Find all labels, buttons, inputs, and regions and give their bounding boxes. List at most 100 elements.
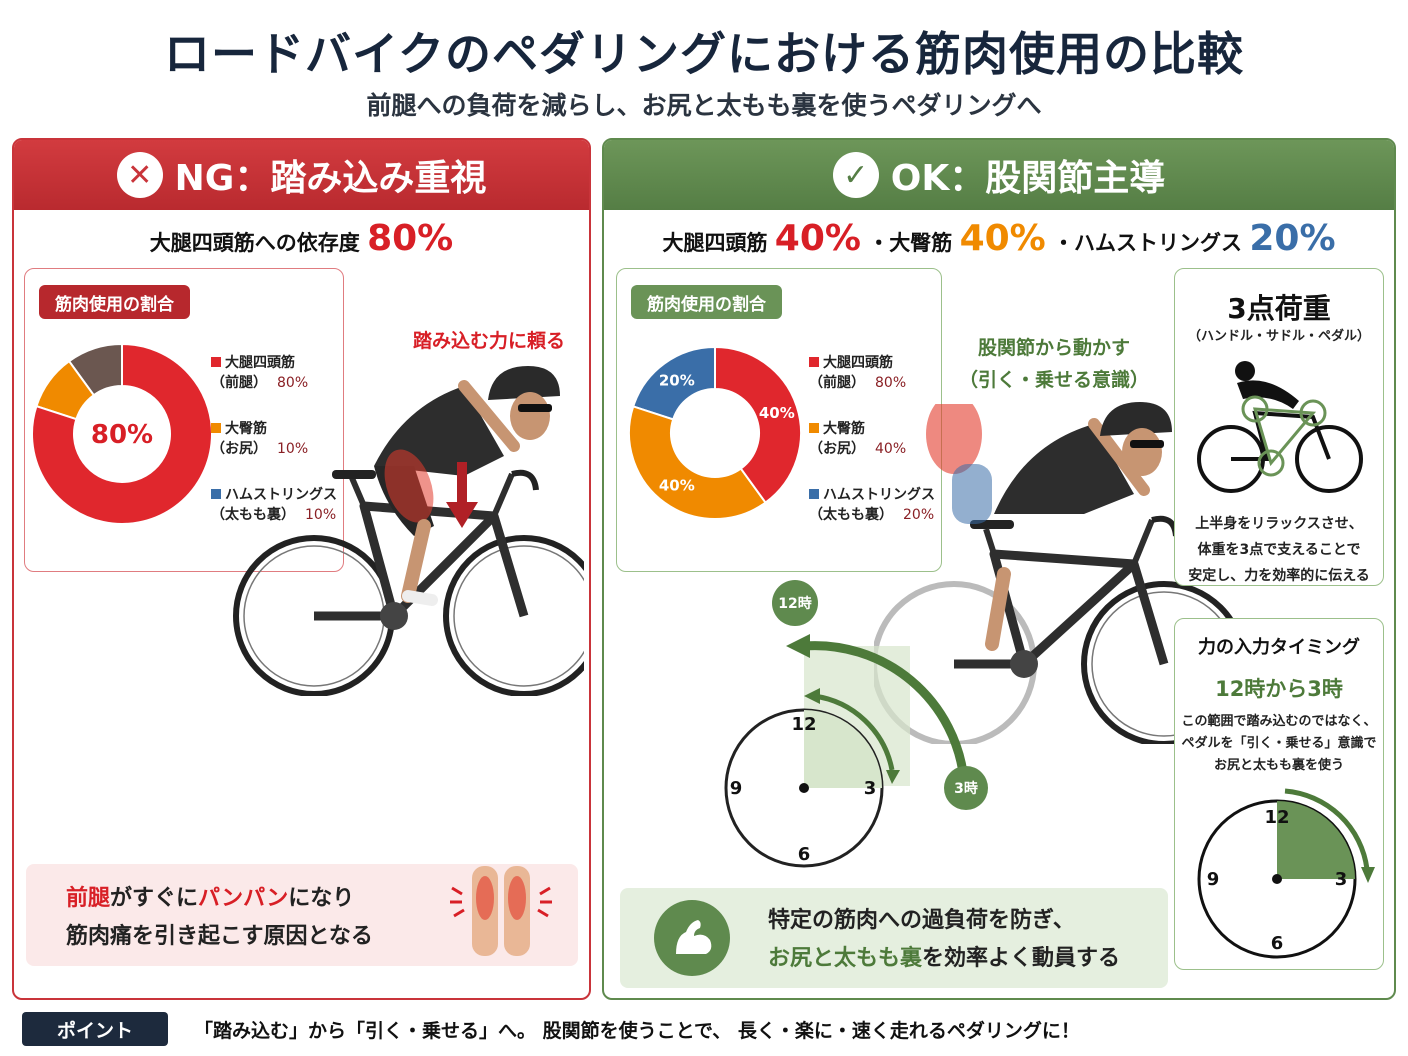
ok-dependency: 大腿四頭筋 40% ・大臀筋 40% ・ハムストリングス 20%: [604, 218, 1394, 259]
ok-dep-c-label: ・ハムストリングス: [1053, 231, 1243, 255]
timing-desc2: ペダルを「引く・乗せる」意識で: [1181, 736, 1377, 751]
legend-value: 80%: [277, 375, 309, 391]
ng-legend: 大腿四頭筋 （前腿） 80% 大臀筋 （お尻） 10% ハムストリングス （太もも裏…: [211, 353, 341, 551]
ok-pedal-clock: 12 3 6 9: [724, 634, 976, 868]
legend-swatch: [211, 423, 221, 433]
clock-num-3: 3: [864, 778, 877, 799]
legend-swatch: [809, 423, 819, 433]
legend-name: 大腿四頭筋: [823, 355, 893, 371]
legend-name: ハムストリングス: [225, 487, 337, 503]
ok-dep-a-label: 大腿四頭筋: [662, 231, 768, 255]
three-point-desc: 上半身をリラックスさせ、 体重を3点で支えることで 安定し、力を効率的に伝える: [1175, 511, 1383, 589]
clock-num-6: 6: [798, 844, 811, 865]
ng-annotation: 踏み込む力に頼る: [412, 330, 565, 352]
timing-range: 12時から3時: [1215, 677, 1343, 701]
legend-name: 大臀筋: [225, 421, 267, 437]
timing-card: 力の入力タイミング 12時から3時 この範囲で踏み込むのではなく、 ペダルを「引…: [1174, 618, 1384, 970]
ok-dep-b-value: 40%: [959, 218, 1046, 259]
three-point-desc2: 体重を3点で支えることで: [1197, 542, 1361, 558]
three-point-desc3: 安定し、力を効率的に伝える: [1188, 568, 1370, 584]
ng-dependency-label: 大腿四頭筋への依存度: [149, 231, 360, 255]
cross-icon: ✕: [116, 152, 163, 198]
ng-text-b: になり: [288, 886, 355, 911]
legend-sub: （お尻）: [809, 441, 865, 457]
legend-value: 80%: [875, 375, 907, 391]
timing-title: 力の入力タイミング: [1198, 637, 1360, 658]
ok-bottom-text: 特定の筋肉への過負荷を防ぎ、 お尻と太もも裏を効率よく動員する: [768, 902, 1120, 978]
ok-legend: 大腿四頭筋 （前腿） 80% 大臀筋 （お尻） 40% ハムストリングス （太もも裏…: [809, 353, 939, 551]
timing-num-12: 12: [1264, 807, 1289, 828]
sore-legs-icon: [450, 866, 552, 956]
ng-pie-center-label: 80%: [91, 420, 153, 450]
three-point-card: 3点荷重 （ハンドル・サドル・ペダル） 上半身をリラックスさせ、 体重を3点で支…: [1174, 268, 1384, 586]
timing-num-3: 3: [1335, 869, 1348, 890]
ng-pie-title: 筋肉使用の割合: [39, 285, 190, 319]
legend-value: 20%: [903, 507, 935, 523]
ok-dep-c-value: 20%: [1249, 218, 1336, 259]
three-point-desc1: 上半身をリラックスさせ、: [1195, 516, 1363, 532]
ng-header: ✕ NG：踏み込み重視: [14, 140, 589, 210]
ok-legend-item: 大腿四頭筋 （前腿） 80%: [809, 353, 939, 393]
ng-legend-item: ハムストリングス （太もも裏） 10%: [211, 485, 341, 525]
ng-legend-item: 大腿四頭筋 （前腿） 80%: [211, 353, 341, 393]
legend-sub: （前腿）: [809, 375, 865, 391]
ok-pie-card: 筋肉使用の割合 40% 40% 20% 大腿四頭筋 （前腿） 80% 大臀筋 （お尻）…: [616, 268, 942, 572]
ok-header-label: OK：股関節主導: [890, 158, 1166, 199]
ng-bottom-note: 前腿がすぐにパンパンになり 筋肉痛を引き起こす原因となる: [26, 864, 578, 966]
ok-annotation-line1: 股関節から動かす: [977, 337, 1130, 359]
pie-slice: [628, 405, 767, 520]
page-title: ロードバイクのペダリングにおける筋肉使用の比較: [163, 27, 1245, 81]
legend-name: 大腿四頭筋: [225, 355, 295, 371]
ng-text-a: がすぐに: [110, 886, 199, 911]
three-point-sub: （ハンドル・サドル・ペダル）: [1187, 329, 1370, 344]
ok-donut-chart: 40% 40% 20%: [628, 345, 802, 520]
legend-sub: （太もも裏）: [211, 507, 295, 523]
ng-panel: ✕ NG：踏み込み重視 大腿四頭筋への依存度 80% 筋肉使用の割合 80% 大…: [12, 138, 591, 1000]
legend-value: 10%: [305, 507, 337, 523]
timing-desc: この範囲で踏み込むのではなく、 ペダルを「引く・乗せる」意識で お尻と太もも裏を…: [1175, 711, 1383, 777]
ng-rider-head: [488, 366, 560, 440]
legend-name: ハムストリングス: [823, 487, 935, 503]
three-point-title: 3点荷重: [1227, 292, 1331, 325]
ng-bottom-line2: 筋肉痛を引き起こす原因となる: [66, 924, 373, 949]
ok-bottom-line1: 特定の筋肉への過負荷を防ぎ、: [768, 908, 1075, 933]
page-subtitle: 前腿への負荷を減らし、お尻と太もも裏を使うペダリングへ: [366, 91, 1042, 120]
pie-slice: [714, 345, 802, 504]
check-icon: ✓: [832, 152, 879, 198]
footer: ポイント 「踏み込む」から「引く・乗せる」へ。 股関節を使うことで、 長く・楽に…: [22, 1012, 1392, 1046]
legend-sub: （お尻）: [211, 441, 267, 457]
footer-message: 「踏み込む」から「引く・乗せる」へ。 股関節を使うことで、 長く・楽に・速く走れ…: [194, 1020, 1080, 1042]
ng-bottom-text: 前腿がすぐにパンパンになり 筋肉痛を引き起こす原因となる: [66, 880, 373, 956]
pie-slice: [31, 342, 213, 525]
ok-legend-item: ハムストリングス （太もも裏） 20%: [809, 485, 939, 525]
ng-pie-card: 筋肉使用の割合 80% 大腿四頭筋 （前腿） 80% 大臀筋 （お尻） 10% ハム…: [24, 268, 344, 572]
ok-annotation-line2: （引く・乗せる意識）: [958, 369, 1149, 391]
legend-value: 40%: [875, 441, 907, 457]
ng-em-panpan: パンパン: [198, 886, 289, 911]
legend-value: 10%: [277, 441, 309, 457]
legend-swatch: [211, 489, 221, 499]
flexed-arm-icon: [654, 900, 730, 976]
timing-num-6: 6: [1271, 933, 1284, 954]
ng-legend-item: 大臀筋 （お尻） 10%: [211, 419, 341, 459]
pie-slice-label: 20%: [659, 371, 695, 389]
clock-num-12: 12: [791, 714, 816, 735]
legend-swatch: [809, 489, 819, 499]
ng-em-thigh: 前腿: [66, 886, 111, 911]
ng-header-label: NG：踏み込み重視: [174, 158, 487, 199]
ok-bottom-note: 特定の筋肉への過負荷を防ぎ、 お尻と太もも裏を効率よく動員する: [620, 888, 1168, 988]
ok-rider-head: [1100, 402, 1172, 476]
pie-slice-label: 40%: [759, 404, 795, 422]
footer-tag: ポイント: [22, 1012, 168, 1046]
ok-dep-a-value: 40%: [774, 218, 861, 259]
ok-panel: ✓ OK：股関節主導 大腿四頭筋 40% ・大臀筋 40% ・ハムストリングス …: [602, 138, 1396, 1000]
ok-bottom-line2: を効率よく動員する: [922, 946, 1121, 971]
legend-swatch: [809, 357, 819, 367]
ok-dep-b-label: ・大臀筋: [868, 231, 953, 255]
legend-sub: （前腿）: [211, 375, 267, 391]
pie-slice: [35, 359, 96, 421]
ng-cyclist-illustration: [233, 380, 584, 696]
ng-pie-chart: 80%: [31, 342, 213, 525]
ng-dependency: 大腿四頭筋への依存度 80%: [14, 218, 589, 259]
ok-em-glutes: お尻と太もも裏: [768, 946, 923, 971]
